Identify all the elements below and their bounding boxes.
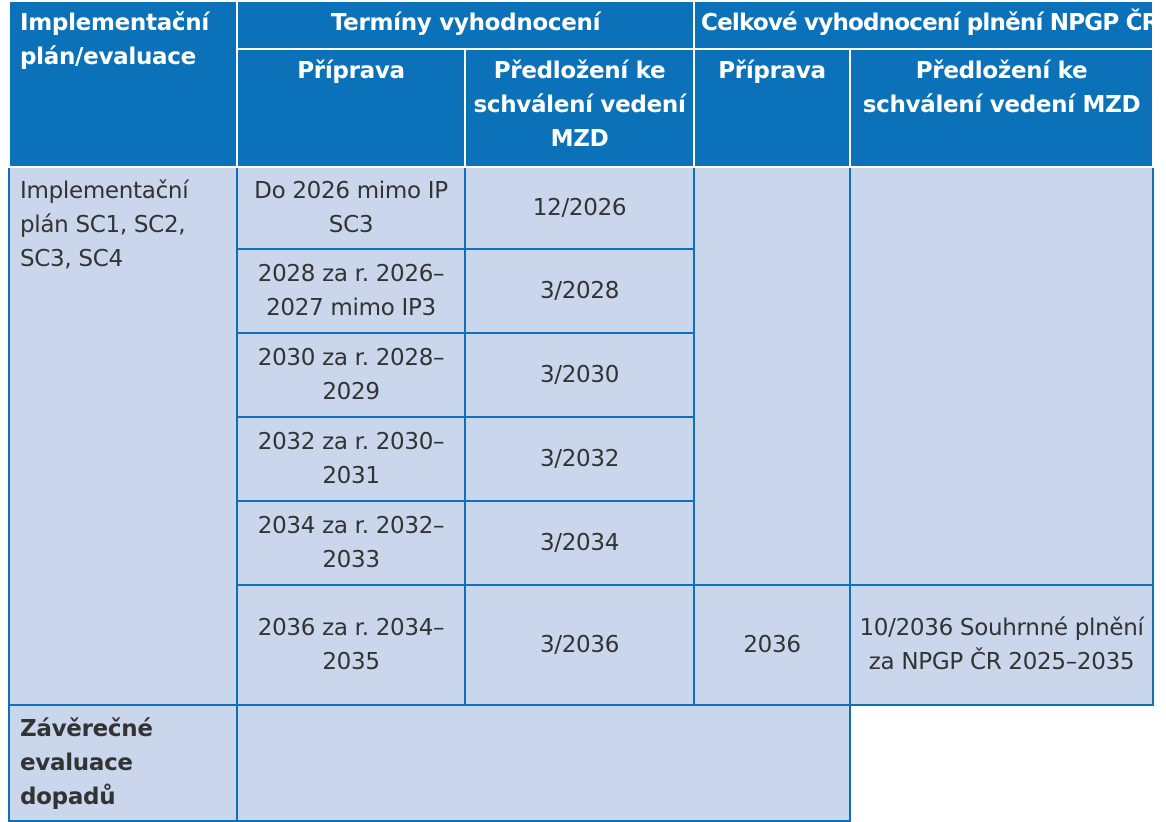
- evaluation-schedule-table: Implementační plán/evaluace Termíny vyho…: [8, 0, 1159, 822]
- table-row: 2028 za r. 2026–2027 mimo IP3 3/2028: [9, 248, 1153, 334]
- final-evaluation-label: Závěrečné evaluace dopadů: [8, 704, 238, 822]
- header-terms-submit: Předložení ke schválení vedení MZD: [463, 48, 696, 168]
- header-overall-submit: Předložení ke schválení vedení MZD: [849, 48, 1155, 168]
- row-prep-cell: 2032 za r. 2030–2031: [236, 416, 466, 502]
- row-submit-cell: 3/2028: [463, 248, 696, 334]
- row-prep-cell: 2030 za r. 2028– 2029: [236, 332, 466, 418]
- table-row: Implementační plán SC1, SC2, SC3, SC4 Do…: [8, 166, 1155, 706]
- row-submit-cell: 3/2030: [463, 332, 696, 418]
- header-overall-group: Celkové vyhodnocení plnění NPGP ČR: [693, 0, 1159, 50]
- row-prep-cell: 2036 za r. 2034–2035: [236, 584, 466, 706]
- row-submit-cell: 3/2032: [463, 416, 696, 502]
- blank-cell: [850, 705, 1154, 821]
- table-row: 2034 za r. 2032–2033 3/2034: [9, 500, 1153, 586]
- header-overall-prep: Příprava: [693, 48, 852, 168]
- overall-submit-cell: 10/2036 Souhrnné plnění za NPGP ČR 2025–…: [849, 584, 1155, 706]
- final-evaluation-empty-cell: [235, 704, 852, 822]
- row-submit-cell: 12/2026: [463, 166, 696, 250]
- table-row: 2032 za r. 2030–2031 3/2032: [9, 416, 1153, 502]
- table-row: 2030 za r. 2028– 2029 3/2030: [9, 332, 1153, 418]
- row-submit-cell: 3/2034: [463, 500, 696, 586]
- overall-submit-empty-cell: [849, 166, 1155, 586]
- row-prep-cell: Do 2026 mimo IP SC3: [236, 166, 466, 250]
- table-row: 2036 za r. 2034–2035 3/2036 2036 10/2036…: [9, 584, 1155, 706]
- group-label-cell: Implementační plán SC1, SC2, SC3, SC4: [8, 166, 238, 706]
- header-terms-group: Termíny vyhodnocení: [235, 0, 696, 50]
- header-implementation-plan: Implementační plán/evaluace: [8, 0, 238, 168]
- table-row: Závěrečné evaluace dopadů: [8, 704, 1154, 822]
- overall-prep-empty-cell: [693, 166, 852, 586]
- row-submit-cell: 3/2036: [463, 584, 696, 706]
- header-terms-prep: Příprava: [236, 48, 466, 168]
- overall-prep-cell: 2036: [693, 584, 852, 706]
- row-prep-cell: 2028 za r. 2026–2027 mimo IP3: [236, 248, 466, 334]
- row-prep-cell: 2034 za r. 2032–2033: [236, 500, 466, 586]
